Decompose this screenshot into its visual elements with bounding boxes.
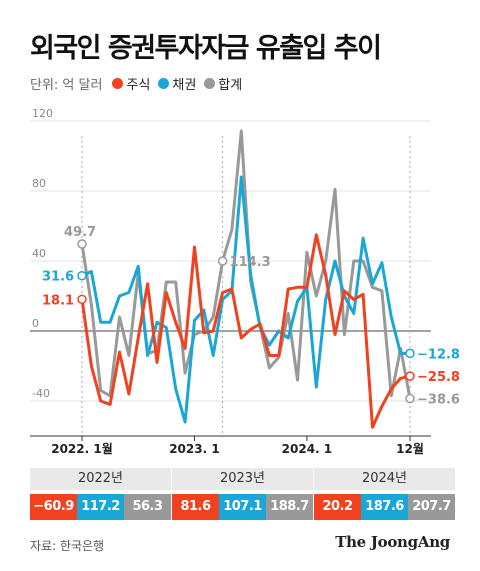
start-label-total: 49.7 [64, 225, 96, 240]
end-label-bonds: −12.8 [417, 347, 460, 362]
start-label-bonds: 31.6 [42, 270, 74, 285]
summary-total-value: 188.7 [266, 494, 313, 520]
summary-bonds-value: 187.6 [361, 494, 408, 520]
series-line-stocks [80, 233, 412, 429]
legend-swatch-total [204, 78, 216, 89]
end-marker [405, 348, 415, 359]
legend-swatch-bonds [158, 78, 170, 89]
start-label-stocks: 18.1 [42, 293, 74, 308]
peak-marker [217, 256, 228, 266]
series-line-total [80, 129, 412, 401]
y-tick-label: -40 [32, 387, 50, 400]
line-chart: 120 80 40 0 -40 2022. 1월 2023. 1 2024. 1 12월 49.7… [30, 107, 460, 456]
summary-bonds-value: 107.1 [219, 494, 266, 520]
summary-2022: 2022년 −60.9 117.2 56.3 [30, 468, 171, 520]
y-tick-label: 40 [32, 247, 46, 260]
end-marker [405, 393, 415, 404]
summary-bonds-value: 117.2 [77, 494, 124, 520]
summary-stocks-value: −60.9 [30, 494, 77, 520]
y-tick-label: 80 [32, 177, 46, 190]
peak-label: 114.3 [230, 255, 271, 270]
summary-stocks-value: 20.2 [314, 494, 361, 520]
start-marker [77, 270, 87, 281]
x-tick-label: 2024. 1 [282, 442, 332, 456]
summary-total-value: 207.7 [408, 494, 455, 520]
legend-item-total: 합계 [204, 74, 242, 93]
summary-stocks-value: 81.6 [172, 494, 219, 520]
chart-title: 외국인 증권투자자금 유출입 추이 [30, 33, 382, 64]
summary-total-value: 56.3 [124, 494, 171, 520]
x-tick-label: 2023. 1 [169, 442, 219, 456]
summary-year: 2022년 [30, 468, 171, 490]
start-marker [77, 239, 87, 249]
legend-label-stocks: 주식 [126, 78, 151, 93]
legend-item-stocks: 주식 [112, 74, 150, 93]
legend-swatch-stocks [112, 78, 124, 89]
x-tick-label: 12월 [396, 441, 424, 456]
unit-label: 단위: 억 달러 [30, 78, 103, 93]
legend-label-bonds: 채권 [172, 78, 197, 93]
end-label-stocks: −25.8 [417, 370, 460, 385]
summary-year: 2024년 [314, 468, 455, 490]
source-note: 자료: 한국은행 [30, 539, 105, 553]
end-label-total: −38.6 [417, 393, 460, 408]
legend: 단위: 억 달러 주식 채권 합계 [30, 74, 250, 93]
summary-year: 2023년 [172, 468, 313, 490]
x-tick-label: 2022. 1월 [51, 441, 113, 456]
y-tick-label: 0 [32, 317, 39, 330]
end-marker [405, 371, 415, 381]
summary-2023: 2023년 81.6 107.1 188.7 [172, 468, 313, 520]
start-marker [77, 294, 87, 305]
y-tick-label: 120 [32, 107, 53, 120]
legend-label-total: 합계 [218, 78, 243, 93]
summary-2024: 2024년 20.2 187.6 207.7 [314, 468, 455, 520]
legend-item-bonds: 채권 [158, 74, 196, 93]
series-line-bonds [80, 175, 412, 424]
publisher-logo: The JoongAng [335, 533, 450, 551]
